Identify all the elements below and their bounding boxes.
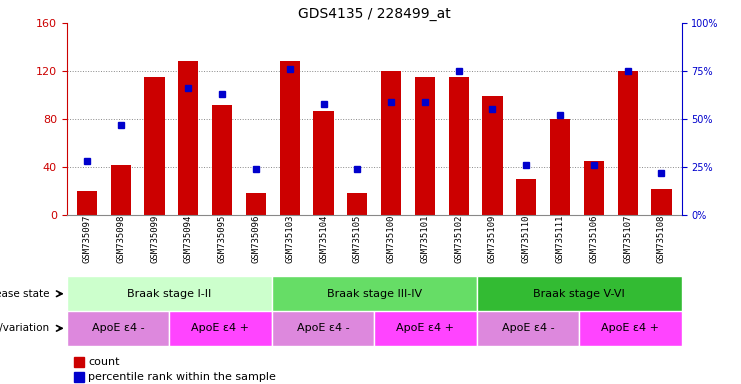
Bar bbox=[482, 96, 502, 215]
Text: GSM735095: GSM735095 bbox=[218, 215, 227, 263]
Text: GSM735111: GSM735111 bbox=[556, 215, 565, 263]
Bar bbox=[584, 161, 604, 215]
Bar bbox=[178, 61, 199, 215]
Text: ApoE ε4 -: ApoE ε4 - bbox=[92, 323, 144, 333]
FancyBboxPatch shape bbox=[272, 311, 374, 346]
Bar bbox=[348, 194, 368, 215]
FancyBboxPatch shape bbox=[579, 311, 682, 346]
Text: ApoE ε4 +: ApoE ε4 + bbox=[396, 323, 454, 333]
Text: GSM735101: GSM735101 bbox=[420, 215, 429, 263]
Text: GSM735108: GSM735108 bbox=[657, 215, 666, 263]
Text: GSM735106: GSM735106 bbox=[589, 215, 599, 263]
Text: Braak stage V-VI: Braak stage V-VI bbox=[534, 289, 625, 299]
Text: GSM735103: GSM735103 bbox=[285, 215, 294, 263]
Text: GSM735094: GSM735094 bbox=[184, 215, 193, 263]
FancyBboxPatch shape bbox=[67, 311, 169, 346]
Bar bbox=[279, 61, 300, 215]
Text: count: count bbox=[88, 356, 120, 367]
FancyBboxPatch shape bbox=[272, 276, 476, 311]
Text: GSM735110: GSM735110 bbox=[522, 215, 531, 263]
Bar bbox=[77, 191, 97, 215]
Text: ApoE ε4 +: ApoE ε4 + bbox=[191, 323, 250, 333]
Text: GSM735104: GSM735104 bbox=[319, 215, 328, 263]
Bar bbox=[313, 111, 333, 215]
Text: GSM735096: GSM735096 bbox=[251, 215, 260, 263]
Text: GSM735099: GSM735099 bbox=[150, 215, 159, 263]
Text: GSM735107: GSM735107 bbox=[623, 215, 632, 263]
FancyBboxPatch shape bbox=[67, 276, 272, 311]
Title: GDS4135 / 228499_at: GDS4135 / 228499_at bbox=[298, 7, 451, 21]
Text: Braak stage I-II: Braak stage I-II bbox=[127, 289, 211, 299]
Bar bbox=[550, 119, 571, 215]
FancyBboxPatch shape bbox=[169, 311, 272, 346]
Bar bbox=[415, 77, 435, 215]
Text: Braak stage III-IV: Braak stage III-IV bbox=[327, 289, 422, 299]
Bar bbox=[212, 104, 232, 215]
Text: ApoE ε4 -: ApoE ε4 - bbox=[502, 323, 554, 333]
Text: GSM735102: GSM735102 bbox=[454, 215, 463, 263]
Bar bbox=[381, 71, 401, 215]
Bar bbox=[110, 165, 131, 215]
Text: GSM735097: GSM735097 bbox=[82, 215, 91, 263]
Text: ApoE ε4 -: ApoE ε4 - bbox=[296, 323, 349, 333]
Text: GSM735105: GSM735105 bbox=[353, 215, 362, 263]
Text: GSM735100: GSM735100 bbox=[387, 215, 396, 263]
Bar bbox=[617, 71, 638, 215]
Text: GSM735109: GSM735109 bbox=[488, 215, 497, 263]
Bar bbox=[144, 77, 165, 215]
FancyBboxPatch shape bbox=[374, 311, 476, 346]
Text: genotype/variation: genotype/variation bbox=[0, 323, 50, 333]
FancyBboxPatch shape bbox=[476, 311, 579, 346]
Bar bbox=[246, 194, 266, 215]
Text: percentile rank within the sample: percentile rank within the sample bbox=[88, 372, 276, 382]
Text: GSM735098: GSM735098 bbox=[116, 215, 125, 263]
Bar bbox=[448, 77, 469, 215]
FancyBboxPatch shape bbox=[476, 276, 682, 311]
Text: ApoE ε4 +: ApoE ε4 + bbox=[602, 323, 659, 333]
Bar bbox=[516, 179, 536, 215]
Bar bbox=[651, 189, 671, 215]
Text: disease state: disease state bbox=[0, 289, 50, 299]
